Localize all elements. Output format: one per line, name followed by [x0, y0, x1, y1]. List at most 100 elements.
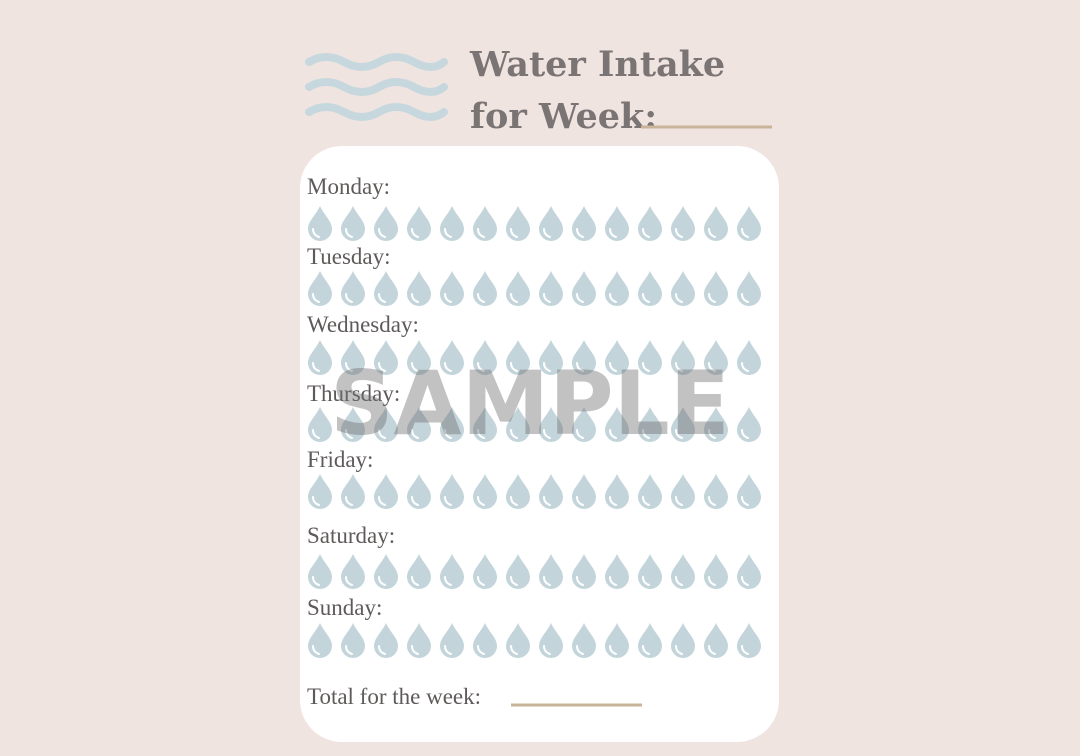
drop-highlight — [477, 429, 485, 439]
drop-highlight — [609, 496, 617, 506]
drop-highlight — [411, 362, 419, 372]
drop-highlight — [378, 576, 386, 586]
drop-highlight — [444, 576, 452, 586]
drop-highlight — [378, 496, 386, 506]
drop-highlight — [675, 645, 683, 655]
drop-highlight — [510, 496, 518, 506]
drop-highlight — [312, 293, 320, 303]
drop-highlight — [609, 362, 617, 372]
drop-highlight — [675, 293, 683, 303]
drop-highlight — [312, 645, 320, 655]
drop-highlight — [543, 362, 551, 372]
drop-highlight — [345, 293, 353, 303]
drop-highlight — [642, 362, 650, 372]
drop-highlight — [312, 362, 320, 372]
drop-highlight — [576, 576, 584, 586]
drop-highlight — [345, 496, 353, 506]
drop-highlight — [708, 293, 716, 303]
drop-highlight — [411, 496, 419, 506]
drop-highlight — [741, 228, 749, 238]
drop-highlight — [411, 576, 419, 586]
drop-highlight — [477, 293, 485, 303]
drop-highlight — [642, 645, 650, 655]
drop-highlight — [444, 293, 452, 303]
drop-highlight — [444, 429, 452, 439]
drop-row — [308, 623, 761, 658]
day-label: Wednesday: — [307, 312, 419, 337]
day-label: Tuesday: — [307, 244, 391, 269]
drop-highlight — [609, 429, 617, 439]
drop-highlight — [741, 429, 749, 439]
day-label: Monday: — [307, 174, 390, 199]
drop-highlight — [345, 645, 353, 655]
drop-highlight — [675, 496, 683, 506]
title-line-1: Water Intake — [469, 44, 725, 85]
drop-row — [308, 554, 761, 589]
drop-highlight — [642, 293, 650, 303]
drop-highlight — [444, 228, 452, 238]
drop-highlight — [675, 362, 683, 372]
drop-highlight — [576, 429, 584, 439]
drop-row — [308, 271, 761, 306]
drop-highlight — [411, 293, 419, 303]
drop-highlight — [576, 496, 584, 506]
drop-highlight — [576, 293, 584, 303]
day-label: Friday: — [307, 447, 373, 472]
day-label: Thursday: — [307, 381, 400, 406]
drop-highlight — [609, 293, 617, 303]
drop-highlight — [411, 645, 419, 655]
drop-highlight — [477, 576, 485, 586]
drop-highlight — [378, 429, 386, 439]
drop-highlight — [642, 496, 650, 506]
drop-highlight — [510, 228, 518, 238]
drop-highlight — [576, 362, 584, 372]
drop-row — [308, 474, 761, 509]
drop-highlight — [312, 228, 320, 238]
drop-highlight — [576, 228, 584, 238]
drop-highlight — [543, 293, 551, 303]
waves-icon — [305, 53, 448, 121]
drop-highlight — [510, 645, 518, 655]
day-list: Monday: Tuesday: Wednesday: Thursday: Friday… — [307, 174, 761, 658]
drop-highlight — [741, 645, 749, 655]
drop-highlight — [708, 576, 716, 586]
drop-highlight — [510, 362, 518, 372]
drop-highlight — [444, 645, 452, 655]
drop-highlight — [477, 645, 485, 655]
drop-highlight — [543, 576, 551, 586]
drop-highlight — [741, 293, 749, 303]
drop-highlight — [609, 576, 617, 586]
drop-highlight — [708, 228, 716, 238]
drop-highlight — [510, 576, 518, 586]
drop-highlight — [510, 429, 518, 439]
total-label: Total for the week: — [307, 684, 481, 709]
drop-highlight — [642, 429, 650, 439]
title-line-2: for Week: — [470, 96, 657, 137]
drop-highlight — [345, 362, 353, 372]
drop-highlight — [741, 362, 749, 372]
drop-highlight — [609, 645, 617, 655]
drop-highlight — [312, 429, 320, 439]
drop-highlight — [708, 496, 716, 506]
drop-highlight — [609, 228, 617, 238]
drop-highlight — [543, 429, 551, 439]
drop-row — [308, 407, 761, 442]
drop-highlight — [378, 293, 386, 303]
drop-highlight — [510, 293, 518, 303]
drop-highlight — [741, 496, 749, 506]
drop-highlight — [345, 576, 353, 586]
drop-highlight — [345, 429, 353, 439]
drop-highlight — [708, 429, 716, 439]
drop-row — [308, 206, 761, 241]
drop-highlight — [378, 362, 386, 372]
drop-highlight — [741, 576, 749, 586]
drop-highlight — [312, 576, 320, 586]
day-label: Saturday: — [307, 523, 395, 548]
drop-highlight — [543, 228, 551, 238]
drop-highlight — [378, 645, 386, 655]
drop-highlight — [642, 228, 650, 238]
drop-highlight — [444, 496, 452, 506]
drop-highlight — [675, 576, 683, 586]
